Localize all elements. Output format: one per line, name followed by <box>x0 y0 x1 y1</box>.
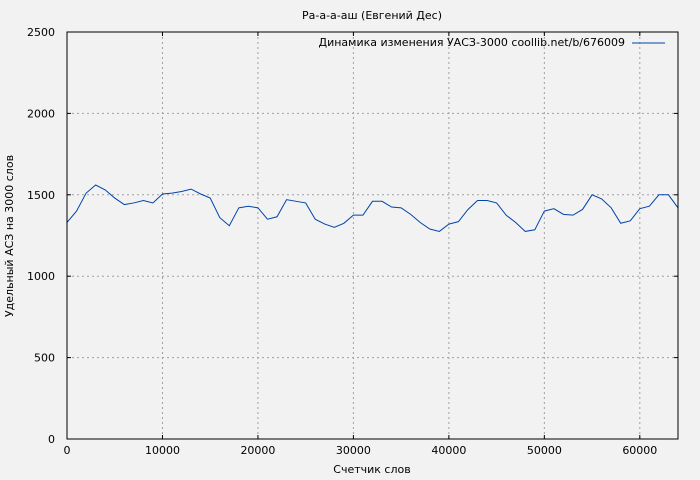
y-tick-label: 2500 <box>27 26 55 39</box>
x-tick-label: 40000 <box>431 444 466 457</box>
legend: Динамика изменения УАСЗ-3000 coollib.net… <box>319 36 665 49</box>
y-tick-label: 1000 <box>27 270 55 283</box>
chart-title: Ра-а-а-аш (Евгений Дес) <box>302 9 442 22</box>
series-layer <box>66 184 679 232</box>
tick-layer: 0 10000 20000 30000 40000 50000 60000 0 500 1000 1… <box>27 26 678 457</box>
y-tick-label: 2000 <box>27 107 55 120</box>
x-tick-label: 20000 <box>240 444 275 457</box>
y-tick-label: 500 <box>34 352 55 365</box>
x-tick-label: 30000 <box>336 444 371 457</box>
x-tick-label: 0 <box>64 444 71 457</box>
x-axis-label: Счетчик слов <box>333 463 410 476</box>
y-tick-label: 0 <box>48 433 55 446</box>
plot-frame <box>66 31 679 440</box>
y-axis-label: Удельный АСЗ на 3000 слов <box>3 155 16 317</box>
x-tick-label: 10000 <box>145 444 180 457</box>
series-line <box>66 184 679 232</box>
grid-layer <box>67 32 678 439</box>
legend-label: Динамика изменения УАСЗ-3000 coollib.net… <box>319 36 626 49</box>
y-tick-label: 1500 <box>27 189 55 202</box>
x-tick-label: 60000 <box>622 444 657 457</box>
x-tick-label: 50000 <box>527 444 562 457</box>
